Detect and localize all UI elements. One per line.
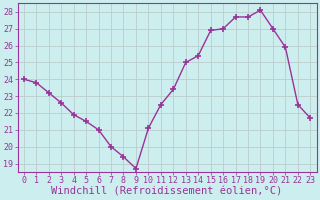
X-axis label: Windchill (Refroidissement éolien,°C): Windchill (Refroidissement éolien,°C)	[52, 187, 283, 197]
